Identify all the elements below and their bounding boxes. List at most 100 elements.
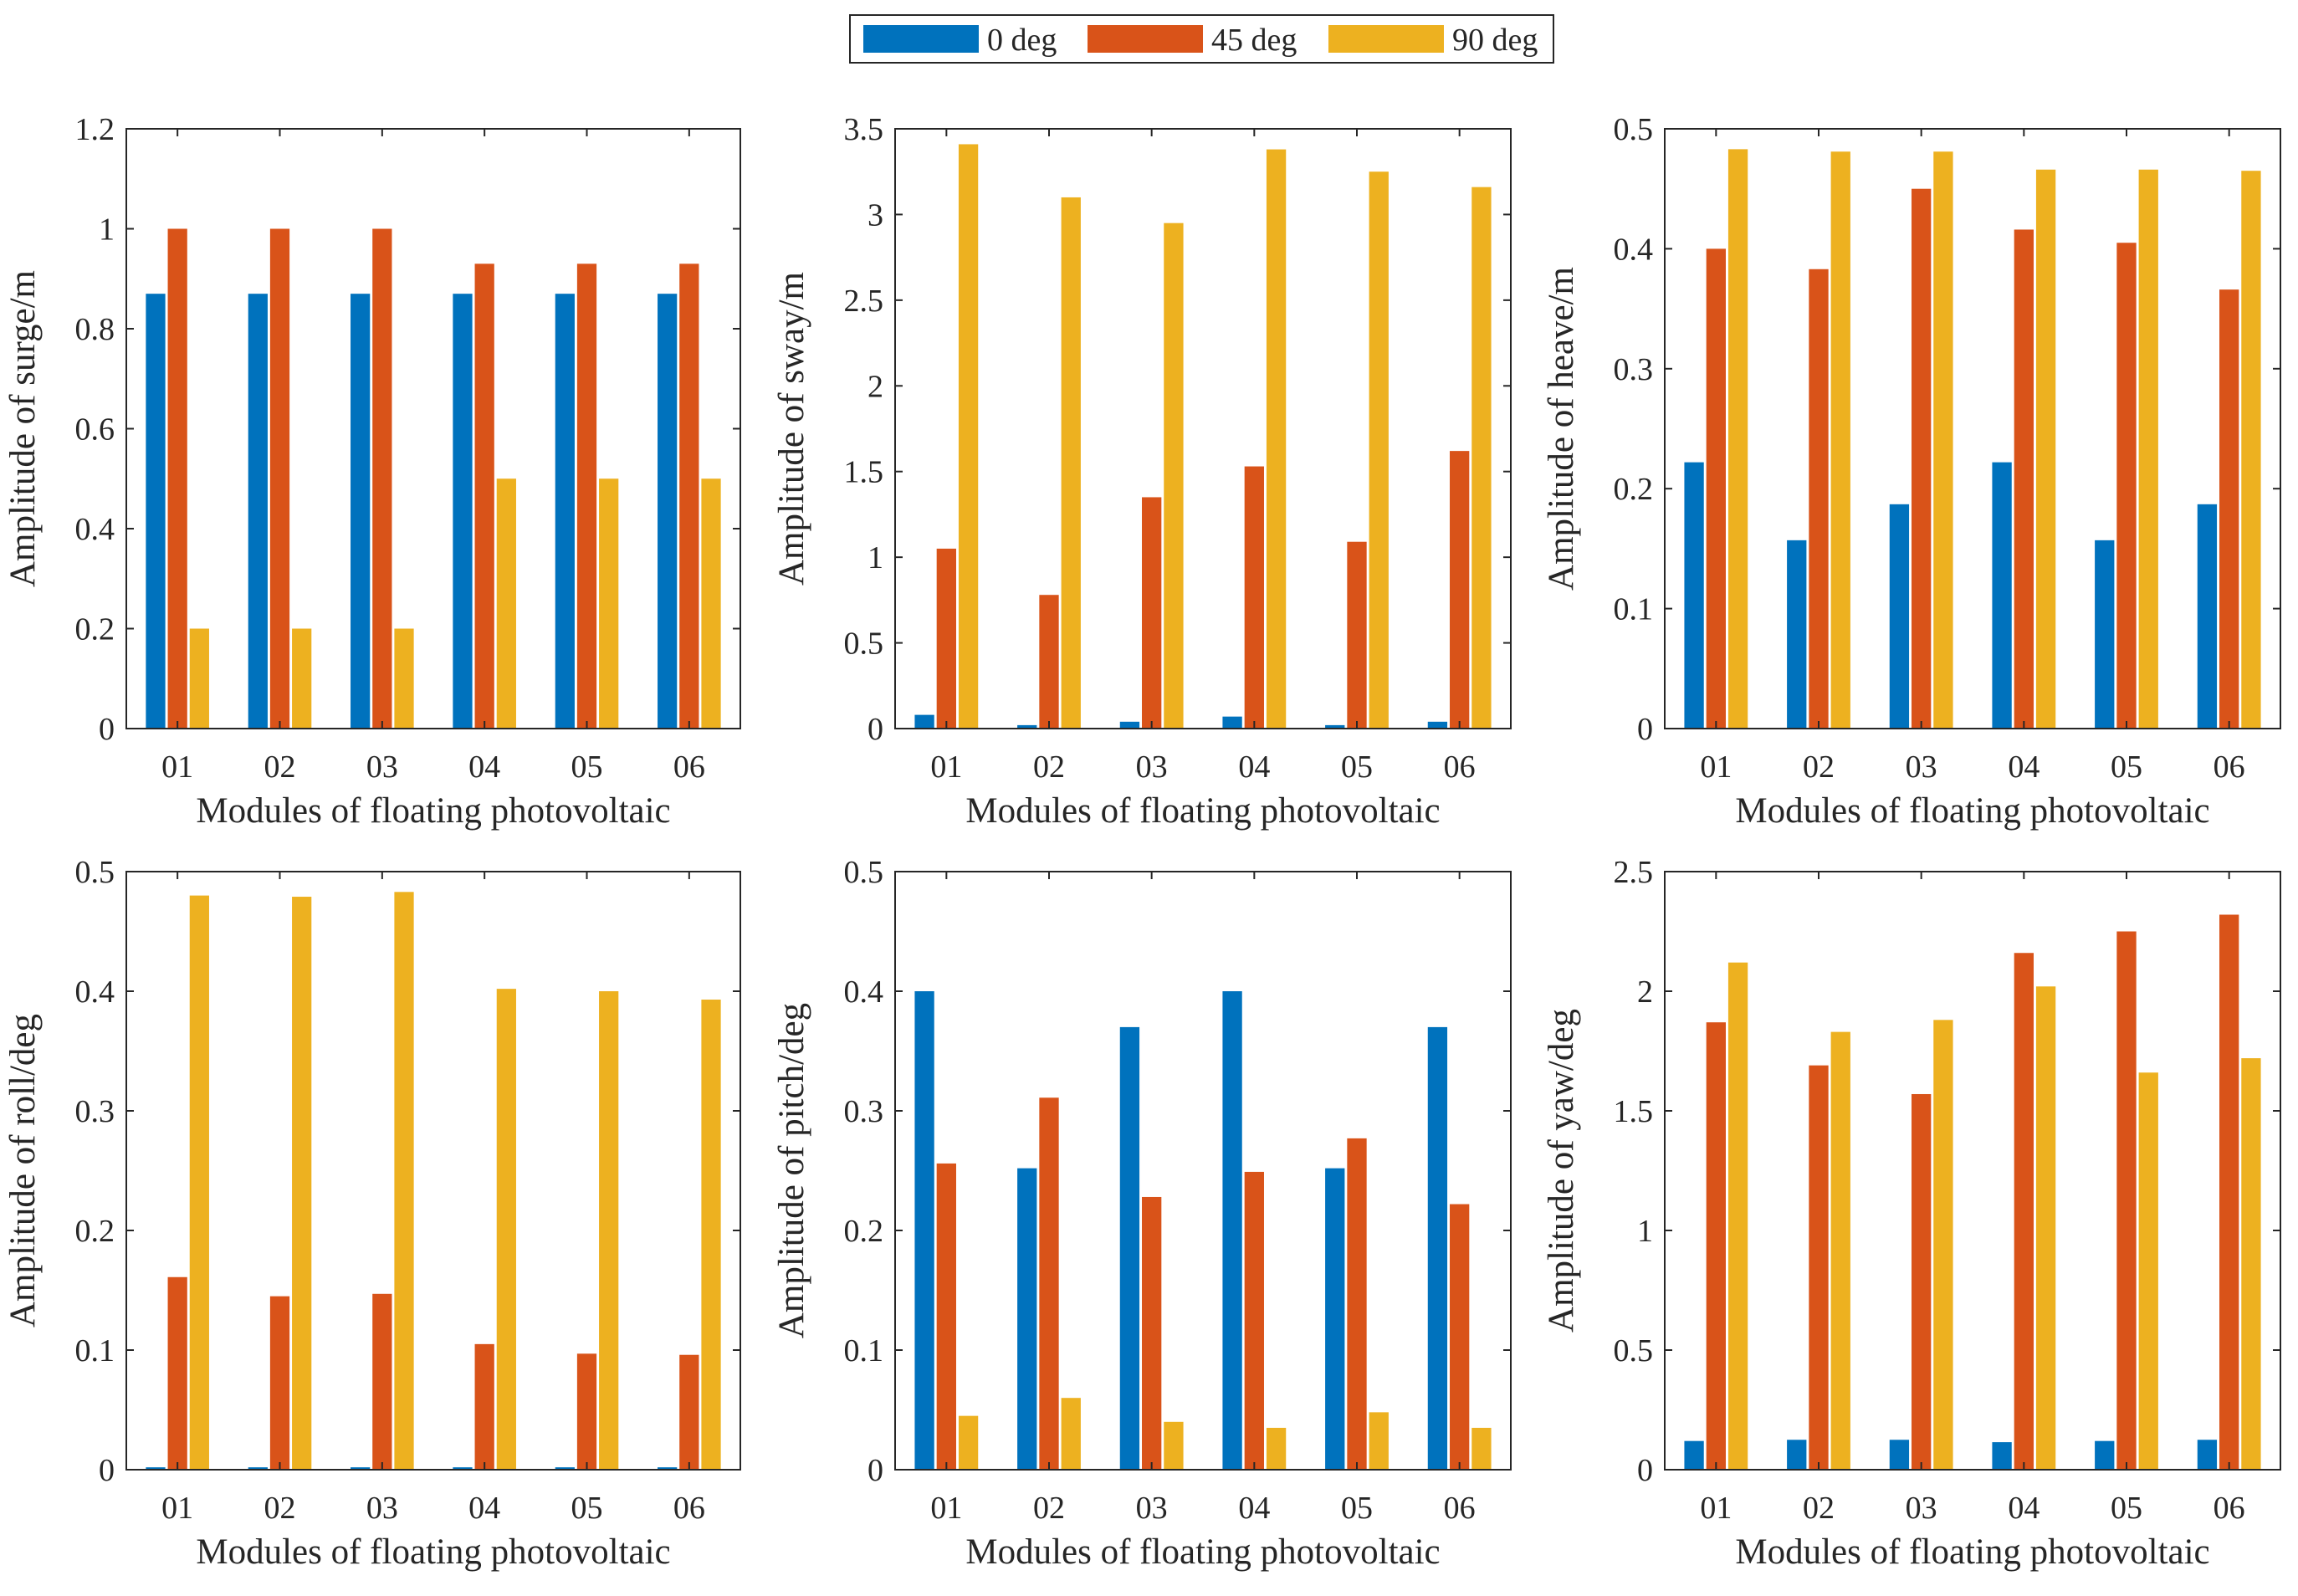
bar-04-90deg	[496, 478, 516, 729]
y-axis-label: Amplitude of yaw/deg	[1542, 1009, 1581, 1333]
y-tick-label: 0	[99, 1453, 115, 1488]
bar-01-90deg	[189, 895, 209, 1470]
bar-03-45deg	[1142, 1196, 1162, 1470]
bar-02-0deg	[1017, 1168, 1037, 1470]
x-axis-label: Modules of floating photovoltaic	[196, 1532, 670, 1572]
bar-05-0deg	[2095, 540, 2115, 729]
x-tick-label: 02	[1033, 749, 1065, 785]
bar-06-45deg	[2219, 289, 2239, 729]
bar-01-0deg	[1684, 1440, 1704, 1470]
x-tick-label: 04	[1238, 1491, 1270, 1526]
bar-05-45deg	[2116, 931, 2137, 1470]
x-tick-label: 01	[930, 1491, 962, 1526]
x-tick-label: 02	[1033, 1491, 1065, 1526]
x-tick-label: 05	[1341, 1491, 1373, 1526]
x-tick-label: 01	[930, 749, 962, 785]
y-tick-label: 0.3	[75, 1094, 115, 1129]
bar-03-45deg	[1142, 497, 1162, 729]
bar-03-45deg	[1912, 188, 1932, 729]
y-tick-label: 0.1	[1614, 592, 1654, 627]
y-tick-label: 1.2	[75, 112, 115, 147]
bar-01-90deg	[958, 144, 979, 729]
x-tick-label: 04	[468, 1491, 500, 1526]
y-tick-label: 0.1	[844, 1333, 884, 1368]
bar-02-90deg	[292, 628, 312, 729]
bar-06-45deg	[679, 1354, 699, 1470]
bar-04-0deg	[453, 294, 473, 729]
bar-04-90deg	[496, 989, 516, 1470]
x-tick-label: 03	[1136, 1491, 1168, 1526]
bar-03-0deg	[351, 1467, 371, 1470]
y-tick-label: 0	[868, 1453, 883, 1488]
bar-04-0deg	[453, 1467, 473, 1470]
bar-05-45deg	[576, 1353, 597, 1470]
axes-box	[1664, 128, 2281, 729]
x-tick-label: 05	[2111, 749, 2142, 785]
bar-02-0deg	[1017, 724, 1037, 729]
y-tick-label: 1	[99, 212, 115, 248]
x-axis-label: Modules of floating photovoltaic	[196, 791, 670, 831]
bar-05-90deg	[2138, 169, 2158, 729]
y-tick-label: 1.5	[844, 455, 884, 490]
x-tick-label: 03	[1906, 1491, 1937, 1526]
y-axis-label: Amplitude of sway/m	[772, 272, 811, 586]
bar-01-0deg	[914, 714, 934, 729]
y-tick-label: 1	[1637, 1214, 1653, 1249]
bar-03-0deg	[351, 294, 371, 729]
y-tick-label: 0.2	[75, 612, 115, 647]
bar-06-90deg	[2241, 1058, 2261, 1470]
y-tick-label: 2.5	[1614, 855, 1654, 890]
x-tick-label: 05	[2111, 1491, 2142, 1526]
bar-04-0deg	[1992, 1442, 2012, 1470]
legend-swatch-90deg	[1328, 25, 1444, 53]
legend: 0 deg 45 deg 90 deg	[849, 14, 1554, 64]
bar-06-90deg	[2241, 171, 2261, 729]
bar-05-0deg	[1325, 724, 1345, 729]
bar-04-90deg	[2035, 986, 2056, 1470]
bar-02-0deg	[248, 1467, 268, 1470]
y-tick-label: 2	[868, 369, 883, 404]
x-tick-label: 05	[571, 1491, 603, 1526]
bar-01-45deg	[936, 1163, 956, 1470]
bar-05-0deg	[1325, 1168, 1345, 1470]
y-tick-label: 0.8	[75, 312, 115, 347]
bar-06-45deg	[1450, 1204, 1470, 1470]
x-axis-label: Modules of floating photovoltaic	[1735, 1532, 2209, 1572]
bar-06-90deg	[1471, 187, 1492, 729]
bar-02-90deg	[1061, 197, 1081, 729]
x-tick-label: 06	[2214, 749, 2245, 785]
bar-01-0deg	[1684, 462, 1704, 729]
bar-06-0deg	[658, 294, 678, 729]
y-tick-label: 0.5	[75, 855, 115, 890]
x-tick-label: 03	[366, 749, 398, 785]
bar-06-0deg	[658, 1467, 678, 1470]
x-tick-label: 04	[2008, 1491, 2040, 1526]
bar-04-45deg	[474, 1343, 494, 1470]
bar-06-90deg	[1471, 1427, 1492, 1470]
axes-box	[125, 128, 741, 729]
bar-01-0deg	[146, 294, 166, 729]
bar-03-0deg	[1119, 721, 1140, 729]
x-tick-label: 05	[1341, 749, 1373, 785]
y-tick-label: 3.5	[844, 112, 884, 147]
bar-02-90deg	[1061, 1398, 1081, 1470]
x-tick-label: 04	[2008, 749, 2040, 785]
bar-01-45deg	[167, 1276, 187, 1470]
axes-box	[894, 128, 1512, 729]
bar-03-90deg	[1164, 1421, 1184, 1470]
bar-03-90deg	[394, 892, 414, 1470]
y-tick-label: 0.6	[75, 412, 115, 448]
bar-05-0deg	[555, 1467, 575, 1470]
y-tick-label: 0.5	[844, 627, 884, 662]
axes-box	[125, 871, 741, 1471]
bar-03-45deg	[372, 1293, 392, 1470]
bar-04-0deg	[1222, 716, 1242, 729]
x-tick-label: 06	[673, 1491, 705, 1526]
x-axis-label: Modules of floating photovoltaic	[965, 791, 1440, 831]
y-tick-label: 0.5	[1614, 112, 1654, 147]
bar-06-90deg	[701, 478, 721, 729]
x-tick-label: 04	[1238, 749, 1270, 785]
bar-05-45deg	[1347, 1138, 1367, 1470]
